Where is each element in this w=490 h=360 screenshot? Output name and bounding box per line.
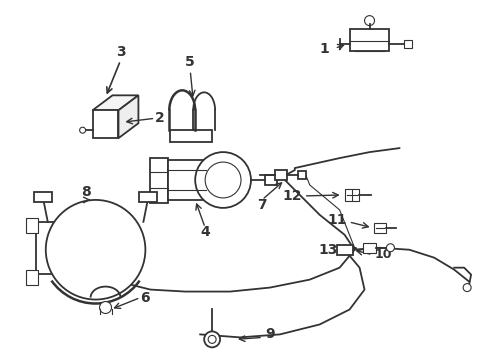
- Bar: [265, 175, 277, 185]
- Circle shape: [208, 336, 216, 343]
- Polygon shape: [119, 95, 138, 138]
- Text: 4: 4: [200, 225, 210, 239]
- Circle shape: [365, 15, 374, 26]
- Bar: [150, 158, 168, 203]
- Circle shape: [205, 162, 241, 198]
- Text: 12: 12: [282, 189, 302, 203]
- Bar: [171, 130, 212, 142]
- Text: 3: 3: [116, 45, 125, 59]
- Text: 1: 1: [320, 41, 330, 55]
- Bar: [168, 160, 206, 200]
- Bar: [344, 189, 359, 201]
- Bar: [298, 171, 306, 179]
- Text: 2: 2: [155, 111, 165, 125]
- Text: 10: 10: [374, 248, 392, 261]
- Text: 13: 13: [318, 243, 338, 257]
- Bar: [34, 192, 52, 202]
- Bar: [26, 270, 38, 285]
- Polygon shape: [93, 95, 138, 110]
- Bar: [36, 222, 58, 274]
- Bar: [349, 28, 390, 50]
- Circle shape: [204, 332, 220, 347]
- Circle shape: [387, 244, 394, 252]
- Text: 5: 5: [185, 55, 195, 69]
- Circle shape: [46, 200, 146, 300]
- Polygon shape: [93, 110, 119, 138]
- Bar: [363, 243, 376, 253]
- Circle shape: [195, 152, 251, 208]
- Bar: [374, 223, 387, 233]
- Text: 9: 9: [265, 327, 274, 341]
- Bar: [26, 218, 38, 233]
- Bar: [404, 40, 413, 48]
- Text: 7: 7: [257, 198, 267, 212]
- Bar: [140, 192, 157, 202]
- Bar: [275, 170, 287, 180]
- Text: 11: 11: [327, 213, 346, 227]
- Bar: [337, 245, 353, 255]
- Text: 8: 8: [81, 185, 91, 199]
- Circle shape: [463, 284, 471, 292]
- Circle shape: [80, 127, 86, 133]
- Circle shape: [99, 302, 112, 314]
- Text: 6: 6: [141, 291, 150, 305]
